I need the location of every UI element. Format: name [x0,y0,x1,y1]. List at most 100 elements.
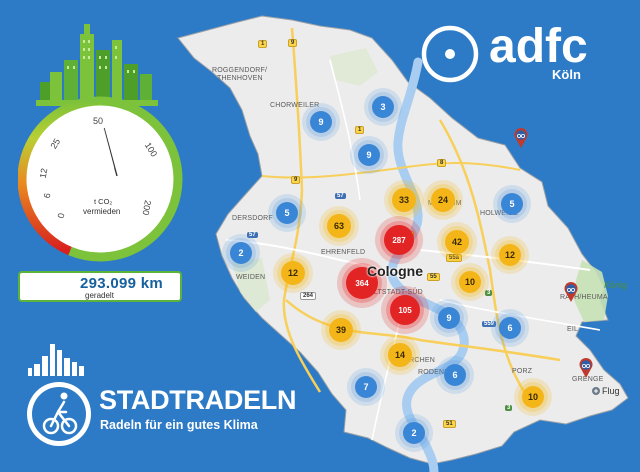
bike-station-pin-icon[interactable] [514,128,528,148]
cluster-count: 10 [522,386,544,408]
route-badge: 55 [427,273,440,281]
marker-cluster[interactable]: 14 [384,339,416,371]
route-badge: 1 [258,40,268,48]
cluster-count: 7 [355,376,377,398]
cluster-count: 364 [346,267,378,299]
marker-cluster[interactable]: 2 [399,418,429,448]
airport-label: Flug [602,386,620,396]
adfc-logo-text: adfc [489,20,588,73]
marker-cluster[interactable]: 6 [440,360,470,390]
road-south [371,319,401,441]
district-label: RODENKI [418,369,452,376]
district-label: EHRENFELD [321,249,366,256]
marker-cluster[interactable]: 10 [455,267,485,297]
marker-cluster[interactable]: 7 [351,372,381,402]
marker-cluster[interactable]: 6 [495,313,525,343]
cluster-count: 10 [459,271,481,293]
route-badge: 1 [355,126,365,134]
airport-icon [592,387,600,395]
green-skyline-icon [36,24,158,106]
district-label: EIL [567,326,579,333]
marker-cluster[interactable]: 287 [380,221,418,259]
cluster-count: 42 [445,230,469,254]
marker-cluster[interactable]: 9 [306,107,336,137]
marker-cluster[interactable]: 63 [323,210,355,242]
route-badge: 57 [335,193,346,199]
km-value: 293.099 km [80,275,164,292]
cluster-count: 9 [438,307,460,329]
cluster-count: 6 [499,317,521,339]
district-label: RATH/HEUMA [560,294,608,301]
gauge-tick-50: 50 [93,116,103,126]
stadtradeln-logo-icon [27,344,91,446]
cluster-count: 33 [392,188,416,212]
park-area-east [574,260,608,322]
district-label: ENKIRCHEN [392,357,436,364]
marker-cluster[interactable]: 5 [497,189,527,219]
highway-ring-south [285,299,561,362]
marker-cluster[interactable]: 9 [434,303,464,333]
cluster-count: 287 [384,225,414,255]
cluster-count: 9 [358,144,380,166]
route-badge: 3 [505,405,513,411]
marker-cluster[interactable]: 2 [226,238,256,268]
road-north [329,59,361,201]
gauge-tick-12: 12 [38,167,50,179]
route-badge: 8 [437,159,447,167]
district-label: GRENGE [572,376,604,383]
cluster-count: 3 [372,96,394,118]
marker-cluster[interactable]: 12 [277,257,309,289]
gauge-ring-gradient [18,96,102,256]
cluster-count: 63 [327,214,351,238]
route-badge: 9 [291,176,301,184]
marker-cluster[interactable]: 9 [354,140,384,170]
cluster-count: 12 [499,244,521,266]
district-label: PORZ [512,368,533,375]
district-label: DERSDORF [232,215,273,222]
cluster-count: 39 [329,318,353,342]
district-label: CHORWEILER [270,102,320,109]
marker-cluster[interactable]: 105 [386,291,424,329]
road-east [419,249,591,271]
bike-station-pin-icon[interactable] [579,358,593,378]
district-label: ROGGENDORF/ [212,67,268,74]
stadtradeln-slogan: Radeln für ein gutes Klima [100,418,258,432]
bike-station-pin-icon[interactable] [564,282,578,302]
cluster-count: 2 [230,242,252,264]
district-label: WEIDEN [236,274,266,281]
adfc-wheel-icon [421,25,479,83]
road-west [225,239,401,273]
marker-cluster[interactable]: 39 [325,314,357,346]
co2-gauge: 0 6 12 25 50 100 200 t CO₂ vermieden [18,96,183,262]
marker-cluster[interactable]: 364 [342,263,382,303]
km-counter-box: 293.099 km geradelt [18,271,182,302]
cluster-count: 9 [310,111,332,133]
marker-cluster[interactable]: 10 [518,382,548,412]
gauge-unit: t CO₂ [94,197,112,206]
marker-cluster[interactable]: 33 [388,184,420,216]
marker-cluster[interactable]: 12 [495,240,525,270]
cluster-count: 12 [281,261,305,285]
cluster-count: 105 [390,295,420,325]
km-label: geradelt [85,291,114,300]
route-badge: 559 [482,321,497,327]
cluster-count: 6 [444,364,466,386]
route-badge: 51 [443,420,456,428]
district-label: ALTSTADT-SÜD [369,289,423,296]
park-area-north [330,48,378,86]
town-label-fragment: König [604,280,628,290]
marker-cluster[interactable]: 42 [441,226,473,258]
marker-cluster[interactable]: 3 [368,92,398,122]
cluster-count: 5 [501,193,523,215]
marker-cluster[interactable]: 5 [272,198,302,228]
city-label: Cologne [367,263,423,279]
marker-cluster[interactable]: 24 [427,184,459,216]
gauge-tick-200: 200 [140,199,152,216]
adfc-city-label: Köln [552,67,581,82]
route-badge: 264 [300,292,317,300]
route-badge: 9 [288,39,298,47]
district-label: THENHOVEN [217,75,263,82]
stadtradeln-title: STADTRADELN [99,385,297,415]
park-area-west [232,258,270,312]
gauge-unit-line2: vermieden [83,207,120,216]
